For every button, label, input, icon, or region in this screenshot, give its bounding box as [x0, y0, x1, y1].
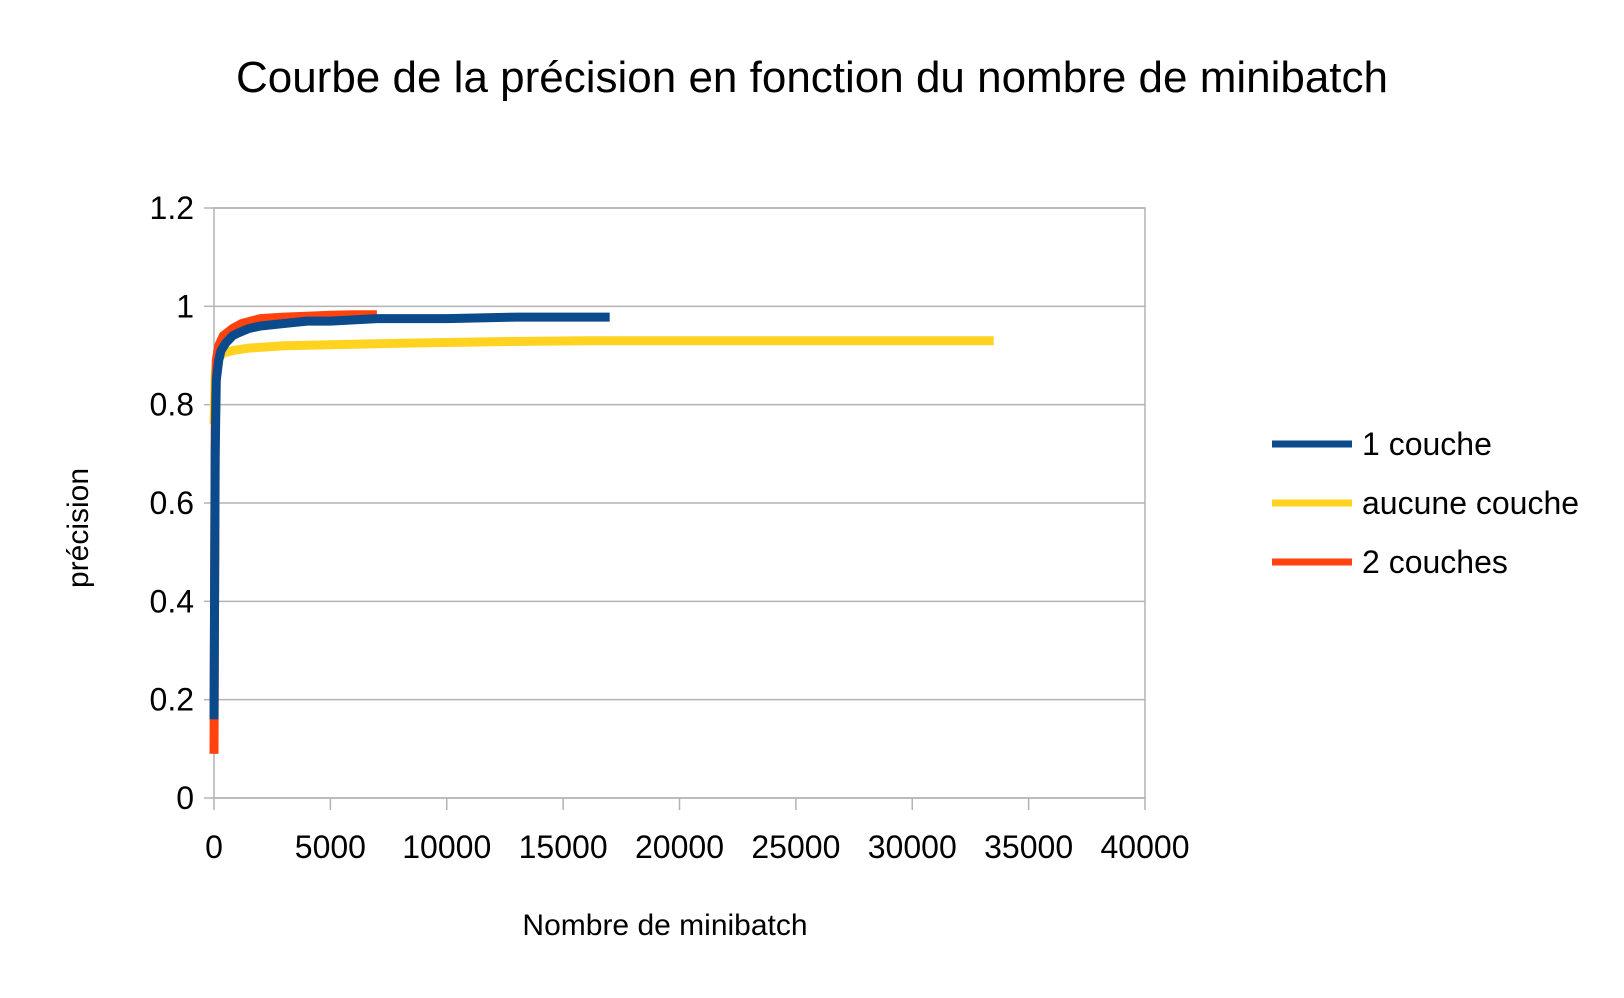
legend-label: 2 couches	[1362, 544, 1508, 580]
y-axis-label: précision	[62, 468, 95, 588]
axes: 0 0.2 0.4 0.6 0.8 1 1.2 0 5000 10000 15000 20000 250…	[150, 190, 1190, 865]
x-tick-label: 10000	[402, 829, 491, 865]
grid-lines	[214, 207, 1145, 799]
y-tick-label: 1.2	[150, 190, 194, 226]
series-line-1-couche	[209, 312, 610, 720]
x-axis-label: Nombre de minibatch	[522, 909, 807, 942]
x-tick-label: 0	[205, 829, 223, 865]
series-line-aucune-couche	[209, 336, 994, 425]
chart-title: Courbe de la précision en fonction du no…	[236, 53, 1388, 102]
x-tick-label: 15000	[519, 829, 608, 865]
series-line-2-couches	[209, 310, 377, 754]
x-tick-label: 30000	[868, 829, 957, 865]
legend-label: aucune couche	[1362, 485, 1579, 521]
x-tick-label: 40000	[1101, 829, 1190, 865]
x-tick-label: 35000	[984, 829, 1073, 865]
y-tick-label: 0.6	[150, 485, 194, 521]
y-tick-label: 0.8	[150, 387, 194, 423]
y-tick-label: 0	[176, 780, 194, 816]
x-tick-label: 20000	[635, 829, 724, 865]
y-tick-label: 1	[176, 288, 194, 324]
series-lines	[209, 310, 994, 754]
x-tick-label: 5000	[295, 829, 366, 865]
y-tick-label: 0.4	[150, 583, 194, 619]
y-tick-label: 0.2	[150, 682, 194, 718]
legend: 1 couche aucune couche 2 couches	[1272, 426, 1579, 580]
x-tick-label: 25000	[751, 829, 840, 865]
legend-label: 1 couche	[1362, 426, 1492, 462]
